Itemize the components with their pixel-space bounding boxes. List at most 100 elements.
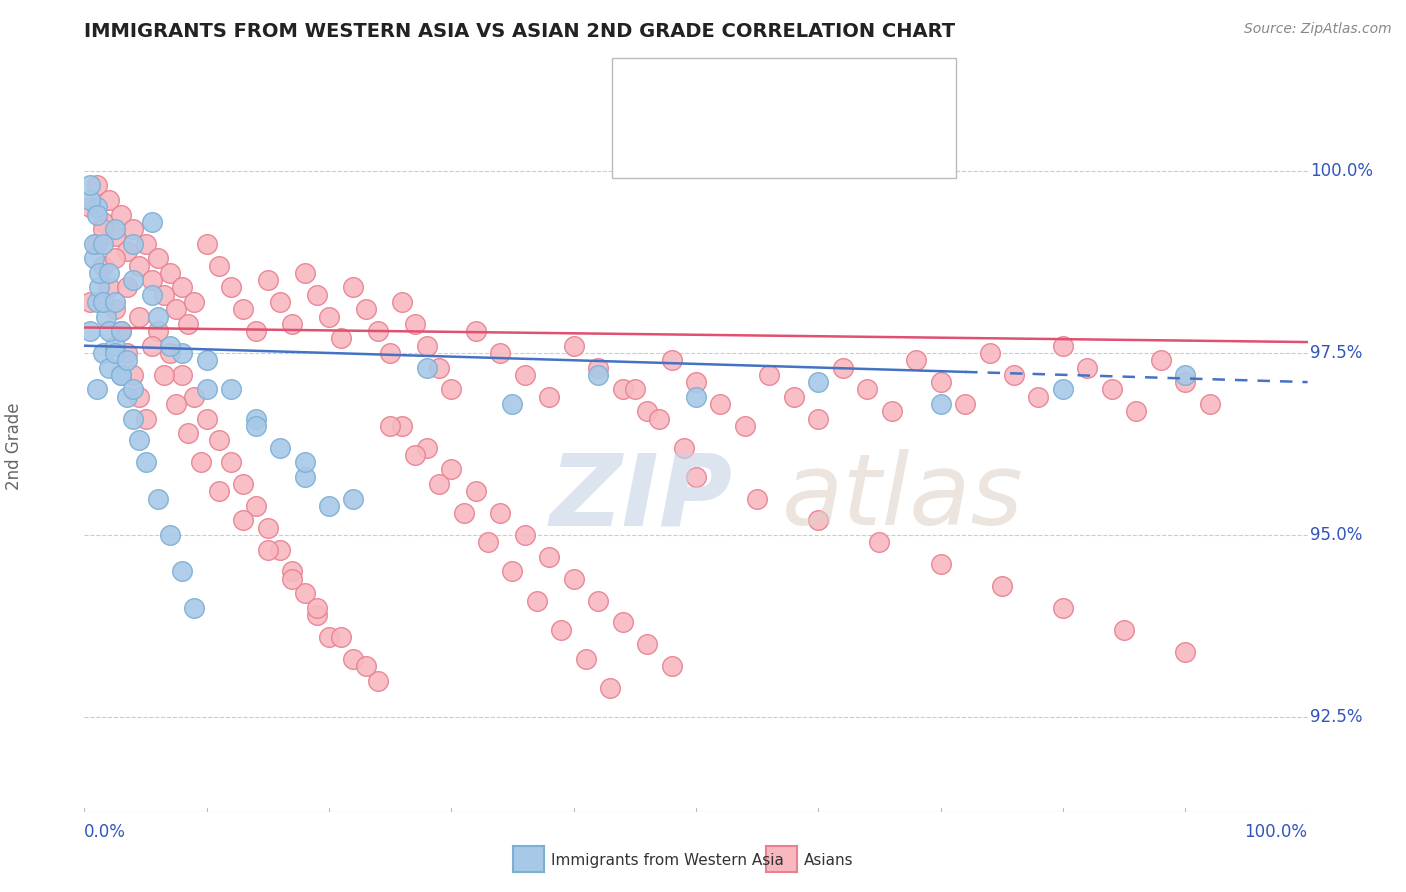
Point <box>195 411 218 425</box>
Point <box>86 383 108 397</box>
Point <box>79 324 101 338</box>
Point <box>979 346 1001 360</box>
Point <box>807 513 830 527</box>
Point <box>104 302 127 317</box>
Point <box>734 418 756 433</box>
Point <box>146 491 169 506</box>
Point <box>1174 375 1197 389</box>
Point <box>404 448 426 462</box>
Text: Asians: Asians <box>804 854 853 868</box>
Point <box>636 404 658 418</box>
Point <box>87 266 110 280</box>
Point <box>269 441 291 455</box>
Point <box>97 324 120 338</box>
Text: 97.5%: 97.5% <box>1310 344 1362 362</box>
Point <box>91 259 114 273</box>
Point <box>477 535 499 549</box>
Point <box>661 353 683 368</box>
Point <box>110 324 132 338</box>
Point <box>1114 623 1136 637</box>
Point <box>146 324 169 338</box>
Point <box>661 659 683 673</box>
Point <box>685 375 707 389</box>
Point <box>427 360 450 375</box>
Point <box>685 469 707 483</box>
Point <box>281 572 304 586</box>
Point <box>856 383 879 397</box>
Point <box>586 593 609 607</box>
Point <box>190 455 212 469</box>
Point <box>219 455 242 469</box>
Point <box>575 652 598 666</box>
Point <box>257 273 280 287</box>
Point <box>122 273 145 287</box>
Text: 100.0%: 100.0% <box>1310 162 1374 180</box>
Point <box>747 491 769 506</box>
Point <box>159 346 181 360</box>
Point <box>1052 339 1074 353</box>
Point <box>135 236 157 251</box>
Point <box>97 266 120 280</box>
Point <box>110 208 132 222</box>
Point <box>1052 383 1074 397</box>
Point <box>86 208 108 222</box>
Point <box>97 280 120 294</box>
Point <box>807 375 830 389</box>
Point <box>97 360 120 375</box>
Point <box>354 302 377 317</box>
Point <box>128 390 150 404</box>
Point <box>367 324 389 338</box>
Point <box>122 383 145 397</box>
Text: atlas: atlas <box>782 450 1024 546</box>
Point <box>342 652 364 666</box>
Text: 92.5%: 92.5% <box>1310 708 1362 726</box>
Point <box>79 193 101 207</box>
Point <box>245 499 267 513</box>
Point <box>758 368 780 382</box>
Point <box>86 178 108 193</box>
Point <box>440 462 463 476</box>
Point <box>586 360 609 375</box>
Point <box>104 252 127 266</box>
Point <box>183 600 205 615</box>
Point <box>87 280 110 294</box>
Point <box>599 681 621 695</box>
Point <box>636 637 658 651</box>
Point <box>91 295 114 310</box>
Point <box>110 324 132 338</box>
Point <box>115 280 138 294</box>
Point <box>294 469 316 483</box>
Point <box>1125 404 1147 418</box>
Point <box>685 390 707 404</box>
Point <box>146 252 169 266</box>
Point <box>232 477 254 491</box>
Point <box>342 491 364 506</box>
Point <box>96 310 118 324</box>
Point <box>177 426 200 441</box>
Point <box>208 434 231 448</box>
Point <box>219 280 242 294</box>
Point <box>831 360 853 375</box>
Text: 2nd Grade: 2nd Grade <box>6 402 22 490</box>
Point <box>269 295 291 310</box>
Point <box>318 310 340 324</box>
Point <box>232 513 254 527</box>
Point <box>79 178 101 193</box>
Point <box>305 287 328 301</box>
Point <box>104 346 127 360</box>
Point <box>318 499 340 513</box>
Point <box>257 521 280 535</box>
Point <box>79 200 101 214</box>
Point <box>83 252 105 266</box>
Point <box>153 368 176 382</box>
Point <box>416 339 439 353</box>
Point <box>83 236 105 251</box>
Point <box>1101 383 1123 397</box>
Point <box>1150 353 1173 368</box>
Point <box>1174 368 1197 382</box>
Text: ZIP: ZIP <box>550 450 733 546</box>
Point <box>128 259 150 273</box>
Point <box>672 441 695 455</box>
Point <box>367 673 389 688</box>
Text: 95.0%: 95.0% <box>1310 526 1362 544</box>
